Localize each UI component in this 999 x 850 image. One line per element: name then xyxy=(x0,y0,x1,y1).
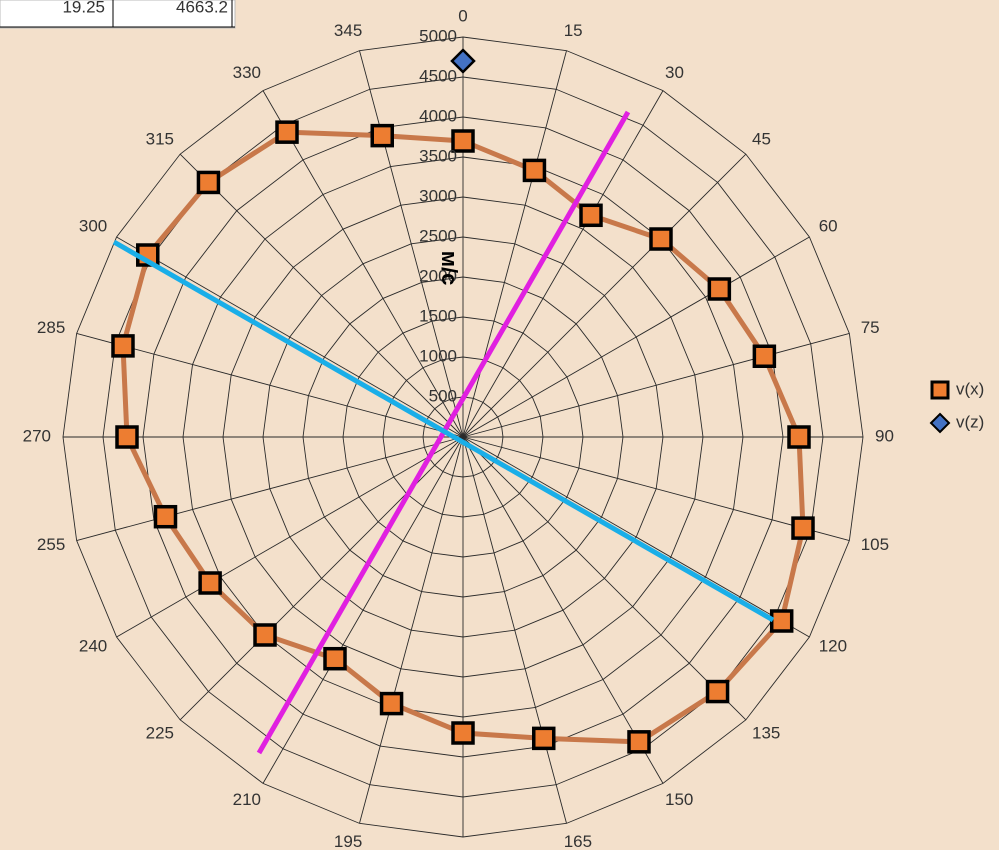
y-tick-label: 4000 xyxy=(419,106,457,125)
annotation-line xyxy=(112,239,775,623)
marker xyxy=(451,721,475,745)
category-label: 75 xyxy=(861,318,880,337)
spoke xyxy=(462,236,810,438)
category-label: 165 xyxy=(564,832,592,850)
spoke xyxy=(262,90,464,438)
spoke xyxy=(462,436,810,638)
category-label: 0 xyxy=(458,6,467,25)
spoke xyxy=(462,436,747,721)
sheet-fragment: 19.25 4663.2 xyxy=(0,0,236,29)
marker xyxy=(707,277,732,301)
category-label: 150 xyxy=(665,790,693,809)
y-tick-label: 1500 xyxy=(419,306,457,325)
category-label: 15 xyxy=(564,21,583,40)
marker xyxy=(532,726,556,751)
marker xyxy=(253,623,277,647)
y-tick-label: 2000 xyxy=(419,266,457,285)
category-label: 270 xyxy=(23,426,51,445)
category-label: 285 xyxy=(37,318,65,337)
category-label: 255 xyxy=(37,535,65,554)
spoke xyxy=(76,436,464,541)
y-tick-label: 4500 xyxy=(419,66,457,85)
spoke xyxy=(116,236,464,438)
spoke xyxy=(262,436,464,784)
category-label: 315 xyxy=(146,129,174,148)
marker xyxy=(450,48,476,74)
legend-label: v(z) xyxy=(956,412,984,431)
y-tick-label: 500 xyxy=(429,386,457,405)
y-tick-label: 1000 xyxy=(419,346,457,365)
spoke xyxy=(462,333,850,438)
category-label: 240 xyxy=(79,636,107,655)
category-label: 345 xyxy=(334,21,362,40)
category-label: 225 xyxy=(146,723,174,742)
marker xyxy=(275,120,299,144)
category-label: 300 xyxy=(79,216,107,235)
spoke xyxy=(116,436,464,638)
spoke xyxy=(179,153,464,438)
spoke xyxy=(359,50,464,438)
spoke xyxy=(359,436,464,824)
spoke xyxy=(179,436,464,721)
marker xyxy=(769,609,794,633)
marker xyxy=(649,227,673,251)
marker xyxy=(111,334,135,358)
y-axis-label: м/с xyxy=(437,251,462,286)
y-tick-label: 5000 xyxy=(419,26,457,45)
category-label: 330 xyxy=(233,63,261,82)
category-label: 60 xyxy=(819,216,838,235)
category-label: 30 xyxy=(665,63,684,82)
marker xyxy=(323,646,347,671)
marker xyxy=(787,425,811,449)
spoke xyxy=(462,90,664,438)
category-label: 105 xyxy=(861,535,889,554)
marker xyxy=(196,170,221,195)
spoke xyxy=(76,333,464,438)
legend-label: v(x) xyxy=(956,379,984,398)
y-tick-label: 2500 xyxy=(419,226,457,245)
marker xyxy=(791,516,815,540)
y-tick-label: 3500 xyxy=(419,146,457,165)
marker xyxy=(705,679,730,704)
y-tick-label: 3000 xyxy=(419,186,457,205)
sheet-cell: 19.25 xyxy=(62,0,105,16)
marker xyxy=(579,203,603,228)
marker xyxy=(627,730,651,754)
sheet-cells xyxy=(0,0,236,29)
spoke xyxy=(462,436,567,824)
sheet-cell: 4663.2 xyxy=(176,0,228,16)
category-label: 210 xyxy=(233,790,261,809)
spoke xyxy=(462,153,747,438)
category-label: 195 xyxy=(334,832,362,850)
marker xyxy=(370,123,394,148)
spoke xyxy=(462,436,850,541)
marker xyxy=(379,691,404,716)
category-label: 120 xyxy=(819,636,847,655)
category-label: 45 xyxy=(752,129,771,148)
legend-marker xyxy=(929,412,951,434)
marker xyxy=(522,158,547,183)
marker xyxy=(153,504,178,529)
category-label: 90 xyxy=(875,426,894,445)
marker xyxy=(451,129,475,153)
marker xyxy=(752,344,777,368)
marker xyxy=(198,571,222,595)
category-label: 180 xyxy=(449,846,477,850)
spoke xyxy=(462,436,664,784)
grid xyxy=(62,36,864,838)
series xyxy=(111,48,815,754)
marker xyxy=(115,425,139,449)
labels: 500 1000 1500 2000 2500 3000 3500 4000 4500 50000… xyxy=(23,6,985,850)
legend-marker xyxy=(930,380,950,400)
category-label: 135 xyxy=(752,723,780,742)
